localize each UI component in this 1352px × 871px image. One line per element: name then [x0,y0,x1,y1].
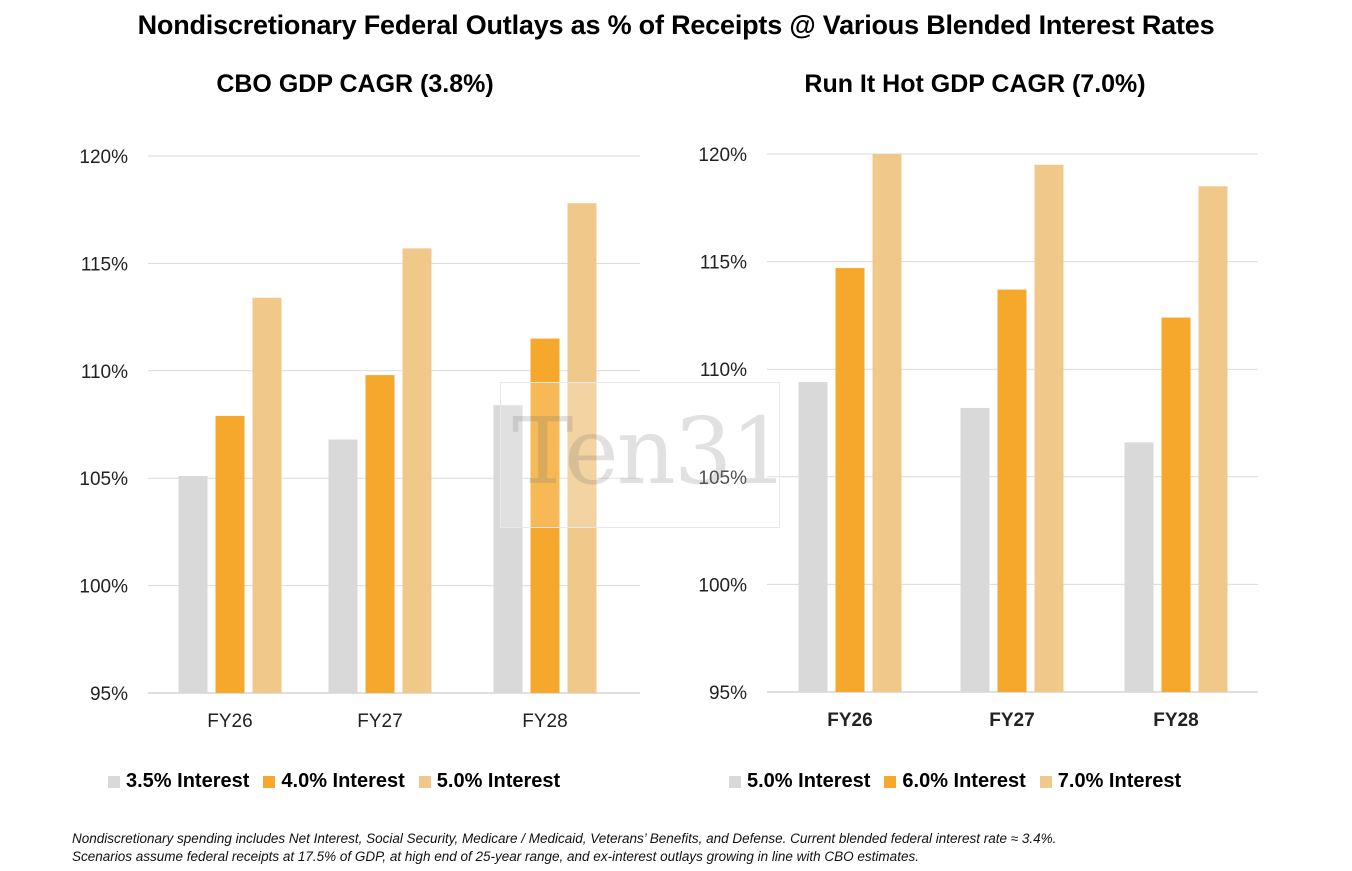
footnote-line-2: Scenarios assume federal receipts at 17.… [72,849,919,864]
chart-title-cbo: CBO GDP CAGR (3.8%) [216,70,494,98]
legend-label: 5.0% Interest [747,770,871,792]
x-category-label-cbo: FY28 [522,711,567,732]
legend-item: 5.0% Interest [418,770,561,793]
bar-run-it-hot-fy26-series-2 [835,268,865,692]
bar-cbo-fy26-series-3 [252,297,282,693]
x-category-label-cbo: FY27 [357,711,402,732]
legend-cbo: 3.5% Interest 4.0% Interest 5.0% Interes… [108,770,574,793]
y-tick-label-run-it-hot: 110% [700,360,747,381]
legend-item: 3.5% Interest [108,770,249,793]
bar-cbo-fy27-series-2 [365,375,395,693]
watermark-box [500,382,780,528]
legend-run-it-hot: 5.0% Interest 6.0% Interest 7.0% Interes… [729,770,1195,793]
y-tick-label-run-it-hot: 95% [709,683,747,704]
y-tick-label-run-it-hot: 100% [698,575,747,596]
legend-item: 6.0% Interest [884,770,1026,793]
bar-run-it-hot-fy26-series-3 [872,154,902,692]
main-title: Nondiscretionary Federal Outlays as % of… [137,10,1215,40]
legend-item: 7.0% Interest [1039,770,1182,793]
y-tick-label-run-it-hot: 105% [698,468,747,489]
bar-cbo-fy28-series-3 [567,203,597,694]
bar-cbo-fy28-series-1 [493,405,523,693]
legend-swatch [1039,775,1052,788]
bar-cbo-fy26-series-1 [178,476,208,693]
bar-cbo-fy26-series-2 [215,415,245,693]
y-tick-label-cbo: 105% [79,469,128,490]
bar-run-it-hot-fy27-series-1 [960,407,990,692]
bar-run-it-hot-fy28-series-2 [1161,317,1191,692]
y-tick-label-cbo: 95% [90,684,128,705]
y-tick-label-cbo: 110% [81,362,128,383]
legend-label: 7.0% Interest [1057,770,1182,792]
y-tick-label-cbo: 115% [81,254,128,275]
y-tick-label-run-it-hot: 115% [700,253,747,274]
legend-swatch [108,775,120,788]
x-category-label-run-it-hot: FY27 [989,710,1034,731]
bar-run-it-hot-fy27-series-3 [1034,164,1064,692]
bar-cbo-fy28-series-2 [530,338,560,693]
bar-run-it-hot-fy26-series-1 [798,382,828,692]
watermark-logo: Ten31 [512,398,789,505]
legend-label: 6.0% Interest [902,770,1026,792]
bar-run-it-hot-fy28-series-3 [1198,186,1228,692]
bar-cbo-fy27-series-1 [328,439,358,693]
y-tick-label-cbo: 120% [79,147,128,168]
bar-run-it-hot-fy28-series-1 [1124,442,1154,692]
chart-title-run-it-hot: Run It Hot GDP CAGR (7.0%) [804,70,1146,98]
legend-item: 4.0% Interest [263,770,405,793]
legend-swatch [884,775,897,788]
y-tick-label-cbo: 100% [79,577,128,598]
legend-label: 5.0% Interest [436,770,561,792]
x-category-label-run-it-hot: FY28 [1153,710,1198,731]
bar-run-it-hot-fy27-series-2 [997,289,1027,692]
legend-swatch [418,775,431,788]
legend-label: 4.0% Interest [281,770,405,792]
x-category-label-run-it-hot: FY26 [827,710,872,731]
legend-swatch [729,775,741,788]
legend-swatch [263,775,276,788]
legend-label: 3.5% Interest [126,770,250,792]
y-tick-label-run-it-hot: 120% [698,145,747,166]
footnote-line-1: Nondiscretionary spending includes Net I… [72,831,1057,846]
legend-item: 5.0% Interest [729,770,870,793]
bar-cbo-fy27-series-3 [402,248,432,693]
x-category-label-cbo: FY26 [207,711,252,732]
footnote: Nondiscretionary spending includes Net I… [72,830,1056,866]
